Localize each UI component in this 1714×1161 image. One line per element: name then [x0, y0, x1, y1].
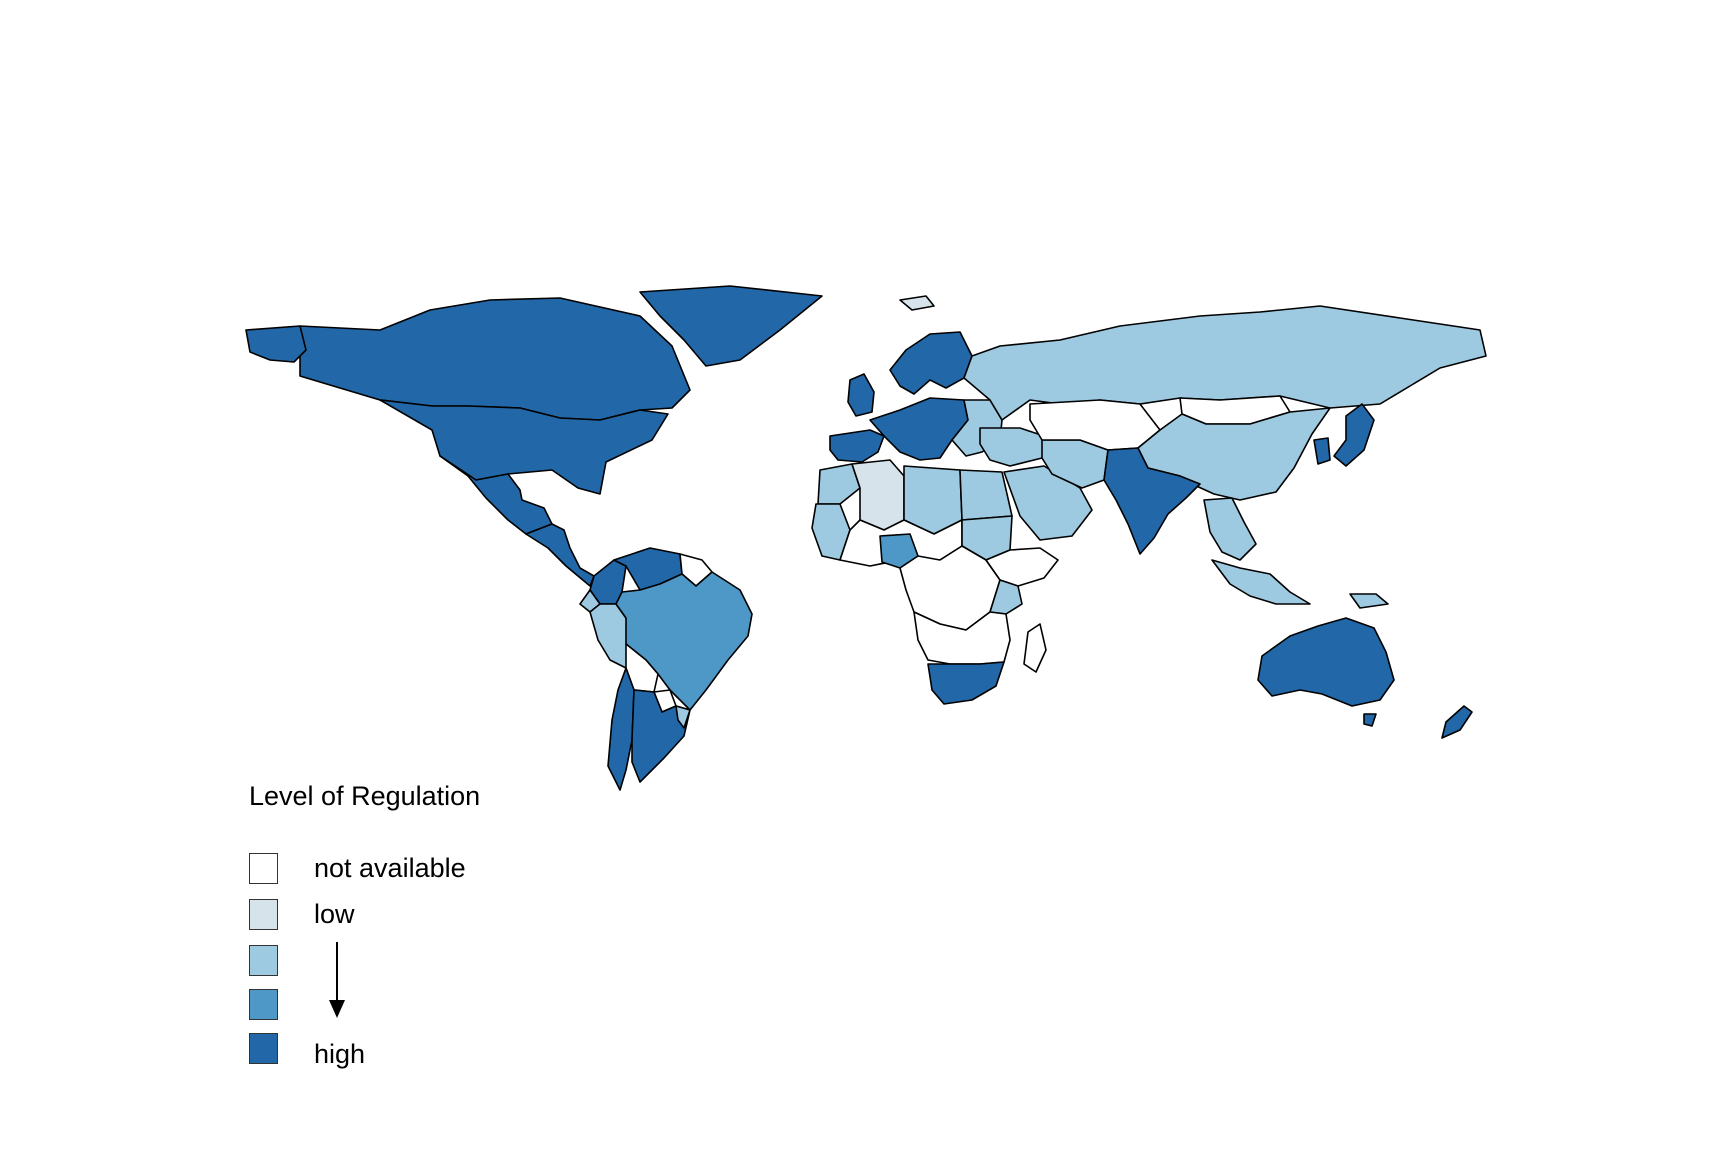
- legend-label-not-available: not available: [314, 853, 466, 883]
- region-southern-africa: [913, 611, 1011, 665]
- region-central-america: [525, 523, 595, 587]
- region-new-zealand: [1441, 705, 1473, 739]
- country-shapes: [245, 285, 1487, 791]
- region-middle-east: [979, 427, 1051, 467]
- region-south-africa: [927, 661, 1005, 705]
- region-morocco: [817, 463, 861, 505]
- region-alaska: [245, 325, 307, 363]
- region-mexico: [439, 455, 553, 535]
- region-egypt: [959, 469, 1013, 521]
- region-uruguay: [675, 705, 691, 729]
- region-southeast-asia: [1203, 497, 1257, 561]
- legend-swatch-level-2: [249, 945, 278, 976]
- legend-label-low: low: [314, 899, 355, 929]
- region-iberia: [829, 429, 885, 463]
- region-western-europe: [869, 397, 969, 461]
- down-arrow-icon: [329, 942, 345, 1018]
- legend-swatch-not-available: [249, 853, 278, 884]
- region-united-states: [379, 399, 669, 495]
- legend-title: Level of Regulation: [249, 781, 481, 811]
- region-madagascar: [1023, 623, 1047, 673]
- region-indonesia: [1211, 559, 1311, 605]
- region-korea: [1313, 437, 1331, 465]
- region-iceland: [899, 295, 935, 311]
- region-united-kingdom: [847, 373, 875, 417]
- region-scandinavia: [889, 331, 973, 395]
- legend-swatch-low: [249, 899, 278, 930]
- region-greenland: [639, 285, 823, 367]
- region-kenya: [989, 579, 1023, 615]
- region-india: [1103, 447, 1201, 555]
- region-japan: [1333, 403, 1375, 467]
- region-canada: [299, 297, 691, 421]
- legend-swatch-high: [249, 1033, 278, 1064]
- region-chile: [607, 667, 635, 791]
- region-australia: [1257, 617, 1395, 707]
- region-papua-new-guinea: [1349, 593, 1389, 609]
- legend-label-high: high: [314, 1039, 366, 1069]
- region-tasmania: [1363, 713, 1377, 727]
- region-argentina: [631, 689, 691, 783]
- legend-swatch-level-3: [249, 989, 278, 1020]
- region-horn-of-africa: [985, 547, 1059, 587]
